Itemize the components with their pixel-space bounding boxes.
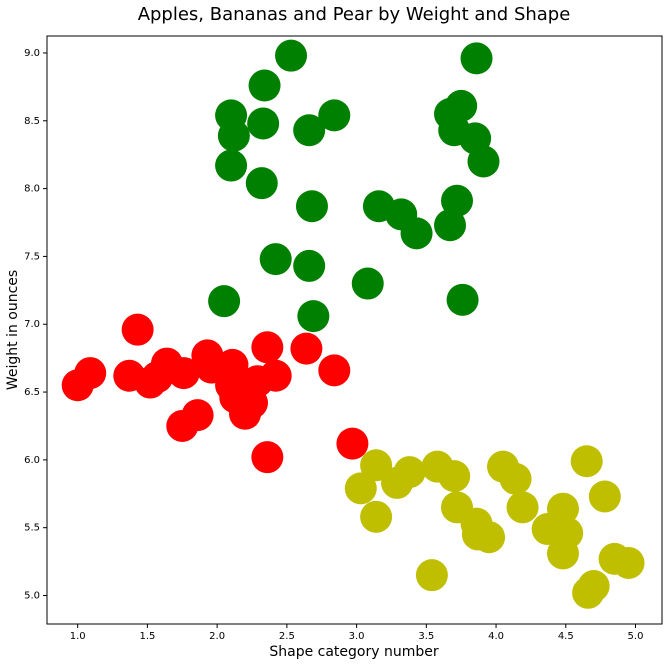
y-tick-label: 8.5 — [24, 116, 40, 127]
point — [467, 145, 500, 178]
x-tick-label: 3.5 — [418, 631, 434, 642]
point — [275, 39, 308, 72]
point — [217, 119, 250, 152]
point — [259, 359, 292, 392]
point — [360, 500, 393, 533]
x-axis-label: Shape category number — [269, 644, 438, 660]
point — [446, 283, 479, 316]
point — [167, 357, 200, 390]
point — [499, 462, 532, 495]
point — [360, 449, 393, 482]
point — [546, 537, 579, 570]
x-tick-label: 2.5 — [279, 631, 295, 642]
point — [248, 69, 281, 102]
point — [259, 243, 292, 276]
x-tick-label: 1.0 — [70, 631, 86, 642]
point — [438, 460, 471, 493]
point — [293, 114, 326, 147]
point — [208, 285, 241, 318]
point — [612, 546, 645, 579]
point — [74, 357, 107, 390]
point — [293, 249, 326, 282]
point — [473, 521, 506, 554]
chart-title: Apples, Bananas and Pear by Weight and S… — [138, 4, 571, 25]
point — [251, 441, 284, 474]
point — [506, 491, 539, 524]
point — [351, 267, 384, 300]
point — [318, 354, 351, 387]
point — [251, 331, 284, 364]
point — [295, 190, 328, 223]
y-tick-label: 7.0 — [24, 319, 40, 330]
x-tick-label: 5.0 — [628, 631, 644, 642]
x-tick-label: 2.0 — [209, 631, 225, 642]
x-tick-label: 1.5 — [139, 631, 155, 642]
point — [460, 42, 493, 75]
y-tick-label: 6.5 — [24, 387, 40, 398]
point — [290, 332, 323, 365]
y-tick-label: 9.0 — [24, 48, 40, 59]
point — [215, 149, 248, 182]
y-tick-label: 8.0 — [24, 184, 40, 195]
point — [441, 184, 473, 217]
point — [223, 384, 256, 417]
x-tick-label: 4.5 — [558, 631, 574, 642]
point — [434, 209, 467, 242]
y-tick-label: 5.5 — [24, 523, 40, 534]
point — [588, 480, 621, 513]
point — [415, 559, 448, 592]
point — [400, 217, 433, 250]
point — [344, 472, 377, 505]
point — [572, 576, 605, 609]
point — [247, 107, 280, 140]
y-tick-label: 5.0 — [24, 591, 40, 602]
y-tick-label: 6.0 — [24, 455, 40, 466]
point — [166, 409, 199, 442]
point — [121, 313, 154, 346]
x-tick-label: 4.0 — [488, 631, 504, 642]
x-tick-label: 3.0 — [349, 631, 365, 642]
point — [381, 466, 414, 499]
y-tick-label: 7.5 — [24, 251, 40, 262]
point — [297, 300, 330, 333]
point — [245, 167, 278, 200]
point — [570, 445, 603, 478]
plot-frame — [46, 35, 663, 625]
y-axis-label: Weight in ounces — [5, 270, 21, 390]
point — [336, 427, 369, 460]
point — [318, 99, 351, 132]
